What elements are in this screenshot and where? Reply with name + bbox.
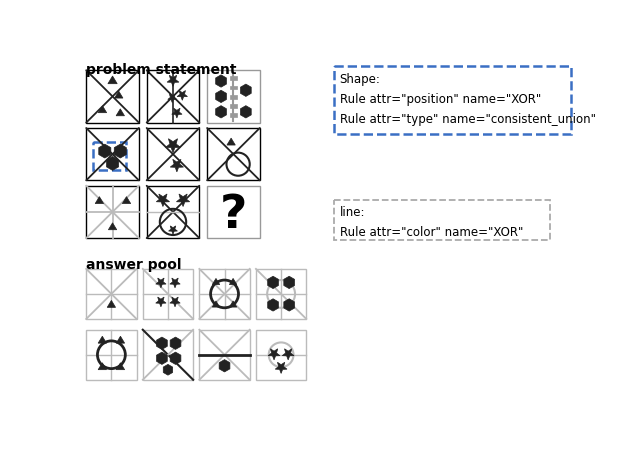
Polygon shape xyxy=(227,138,236,145)
PathPatch shape xyxy=(170,278,180,288)
Text: Shape:
Rule attr="position" name="XOR"
Rule attr="type" name="consistent_union": Shape: Rule attr="position" name="XOR" R… xyxy=(340,73,596,126)
PathPatch shape xyxy=(275,362,287,373)
Polygon shape xyxy=(230,104,237,108)
Polygon shape xyxy=(170,337,181,350)
Polygon shape xyxy=(219,360,230,372)
Polygon shape xyxy=(95,197,104,203)
Polygon shape xyxy=(284,299,294,311)
Polygon shape xyxy=(241,84,252,96)
PathPatch shape xyxy=(177,194,189,207)
Polygon shape xyxy=(99,106,107,113)
Polygon shape xyxy=(157,352,167,364)
PathPatch shape xyxy=(168,226,177,234)
Polygon shape xyxy=(108,76,117,84)
Polygon shape xyxy=(116,109,125,116)
Text: line:
Rule attr="color" name="XOR": line: Rule attr="color" name="XOR" xyxy=(340,206,523,239)
Text: ?: ? xyxy=(220,192,247,238)
PathPatch shape xyxy=(172,108,182,118)
Polygon shape xyxy=(230,113,237,117)
Polygon shape xyxy=(170,352,181,364)
Polygon shape xyxy=(284,276,294,288)
Polygon shape xyxy=(216,75,227,87)
Text: problem statement: problem statement xyxy=(86,63,237,76)
Polygon shape xyxy=(268,299,278,311)
Text: answer pool: answer pool xyxy=(86,258,182,272)
PathPatch shape xyxy=(168,94,177,102)
Polygon shape xyxy=(106,156,118,170)
PathPatch shape xyxy=(166,139,180,153)
Polygon shape xyxy=(116,363,125,370)
Polygon shape xyxy=(116,336,125,343)
Polygon shape xyxy=(108,300,116,308)
Polygon shape xyxy=(229,278,237,285)
Polygon shape xyxy=(115,91,123,98)
Polygon shape xyxy=(115,144,126,158)
Polygon shape xyxy=(216,106,227,118)
Polygon shape xyxy=(212,278,220,285)
Polygon shape xyxy=(230,85,237,90)
Polygon shape xyxy=(241,106,252,118)
Polygon shape xyxy=(98,363,106,370)
Polygon shape xyxy=(157,337,167,350)
PathPatch shape xyxy=(170,297,180,307)
PathPatch shape xyxy=(167,75,179,86)
Polygon shape xyxy=(122,197,131,203)
Polygon shape xyxy=(230,76,237,80)
PathPatch shape xyxy=(177,90,188,100)
PathPatch shape xyxy=(282,349,294,360)
Polygon shape xyxy=(108,223,116,230)
PathPatch shape xyxy=(170,159,184,172)
Polygon shape xyxy=(216,90,227,102)
Polygon shape xyxy=(229,301,237,307)
PathPatch shape xyxy=(156,297,166,307)
PathPatch shape xyxy=(156,194,170,207)
Polygon shape xyxy=(99,144,111,158)
Polygon shape xyxy=(98,336,106,343)
Polygon shape xyxy=(230,95,237,99)
Polygon shape xyxy=(212,301,220,307)
Polygon shape xyxy=(163,364,173,375)
PathPatch shape xyxy=(268,349,280,360)
PathPatch shape xyxy=(156,278,166,288)
Polygon shape xyxy=(268,276,278,288)
